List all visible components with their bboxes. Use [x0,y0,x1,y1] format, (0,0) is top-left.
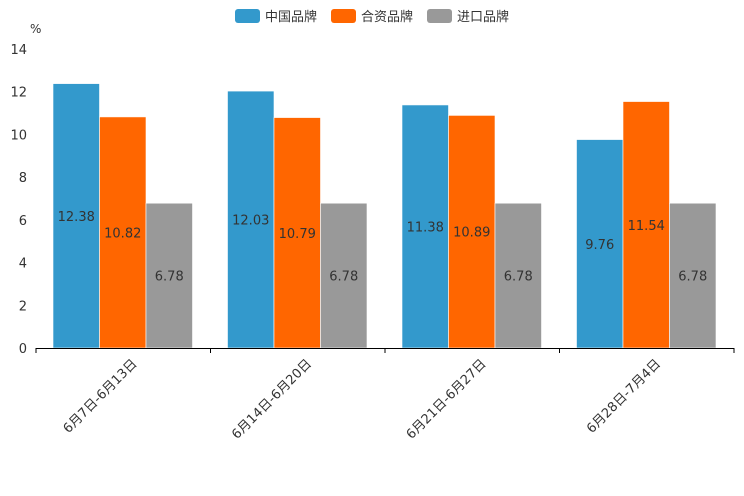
bar-value-label: 10.79 [279,227,316,242]
bar-value-label: 6.78 [678,270,707,285]
y-tick-label: 14 [10,43,27,58]
bar [99,116,147,349]
bar [227,90,275,349]
bar-value-label: 10.89 [453,226,490,241]
bar [145,202,193,349]
legend-item-3[interactable]: 进口品牌 [427,6,509,25]
y-axis-unit: % [30,22,42,36]
legend-item-2[interactable]: 合资品牌 [330,6,413,25]
legend-swatch [330,8,356,23]
bar [669,202,717,349]
x-category-label: 6月14日-6月20日 [229,357,315,443]
y-tick-label: 4 [19,257,27,272]
x-category-label: 6月28日-7月4日 [584,357,664,437]
y-tick-label: 8 [19,171,27,186]
y-tick-label: 10 [10,128,27,143]
bar-value-label: 11.54 [628,219,665,234]
bar [401,104,449,349]
legend-label: 进口品牌 [457,10,510,25]
bar-value-label: 6.78 [155,270,184,285]
legend-label: 中国品牌 [264,10,317,25]
bar-value-label: 12.38 [58,210,95,225]
y-tick-label: 6 [19,214,27,229]
bar [273,117,321,349]
legend: 中国品牌 合资品牌 进口品牌 [0,6,744,25]
bar [576,139,624,349]
bar-value-label: 9.76 [585,238,614,253]
bar [494,202,542,349]
y-tick-label: 2 [19,299,27,314]
legend-swatch [234,8,260,23]
bar [320,202,368,349]
bar-value-label: 6.78 [329,270,358,285]
bar-value-label: 6.78 [504,270,533,285]
y-tick-label: 12 [10,86,27,101]
bar-value-label: 11.38 [407,220,444,235]
legend-swatch [427,8,452,23]
x-category-label: 6月21日-6月27日 [404,357,490,443]
x-category-label: 6月7日-6月13日 [61,357,141,437]
bar-value-label: 12.03 [232,214,269,229]
bar [448,115,496,349]
bar-value-label: 10.82 [104,226,141,241]
legend-label: 合资品牌 [360,10,413,25]
y-tick-label: 0 [19,342,27,357]
legend-item-1[interactable]: 中国品牌 [234,6,317,25]
